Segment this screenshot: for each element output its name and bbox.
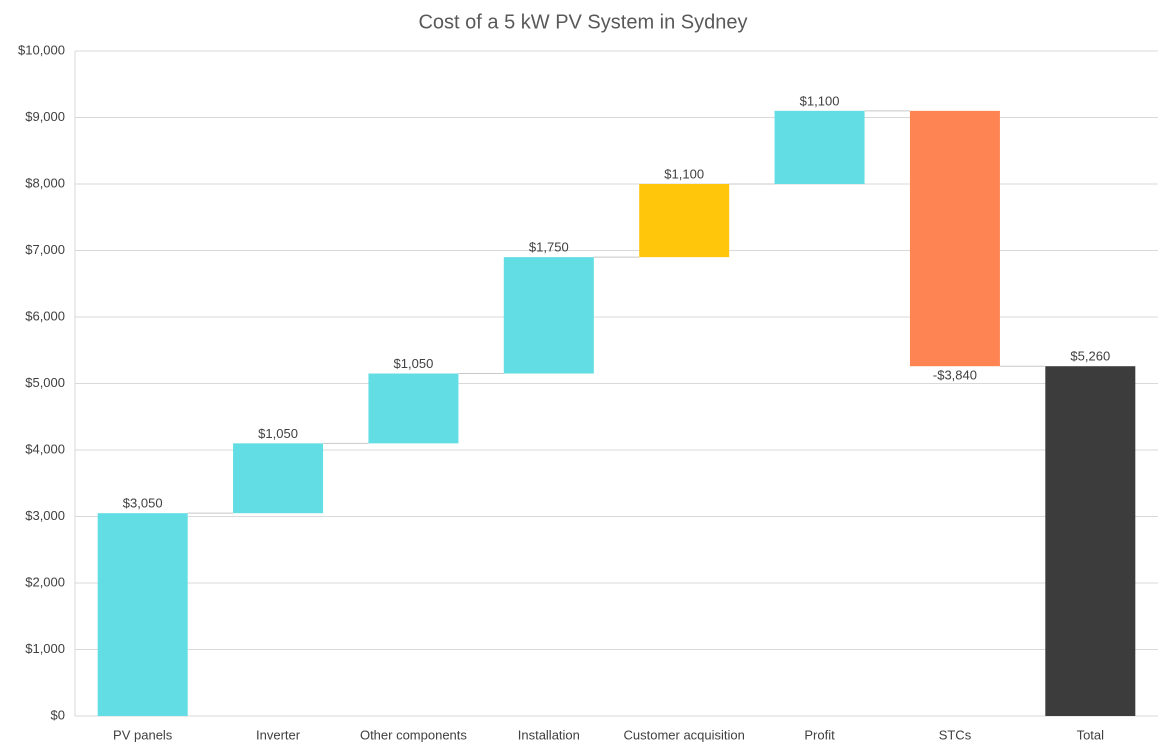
- value-label: $5,260: [1070, 349, 1110, 364]
- x-tick-label: Customer acquisition: [623, 727, 744, 742]
- y-tick-label: $9,000: [25, 109, 65, 124]
- x-tick-label: PV panels: [113, 727, 173, 742]
- bar: [1045, 366, 1136, 716]
- bar: [368, 373, 459, 444]
- y-tick-label: $6,000: [25, 308, 65, 323]
- x-tick-label: Total: [1077, 727, 1105, 742]
- y-tick-label: $5,000: [25, 375, 65, 390]
- value-label: $3,050: [123, 496, 163, 511]
- y-tick-label: $10,000: [18, 42, 65, 57]
- value-label: -$3,840: [933, 368, 977, 383]
- y-tick-label: $2,000: [25, 574, 65, 589]
- bar: [774, 110, 865, 184]
- y-tick-label: $4,000: [25, 441, 65, 456]
- bar: [639, 184, 730, 258]
- value-label: $1,050: [258, 426, 298, 441]
- bar: [503, 257, 594, 374]
- x-tick-label: Profit: [804, 727, 835, 742]
- chart-title: Cost of a 5 kW PV System in Sydney: [418, 11, 747, 33]
- y-tick-label: $8,000: [25, 175, 65, 190]
- value-label: $1,100: [800, 93, 840, 108]
- bar: [233, 443, 324, 514]
- bar: [909, 110, 1000, 367]
- x-tick-label: Other components: [360, 727, 467, 742]
- value-label: $1,100: [664, 166, 704, 181]
- y-tick-label: $1,000: [25, 641, 65, 656]
- y-tick-label: $7,000: [25, 242, 65, 257]
- x-tick-label: Installation: [518, 727, 580, 742]
- value-label: $1,050: [394, 356, 434, 371]
- bar: [97, 513, 188, 716]
- x-tick-label: STCs: [939, 727, 972, 742]
- y-tick-label: $0: [51, 707, 65, 722]
- y-tick-label: $3,000: [25, 508, 65, 523]
- value-label: $1,750: [529, 240, 569, 255]
- x-tick-label: Inverter: [256, 727, 301, 742]
